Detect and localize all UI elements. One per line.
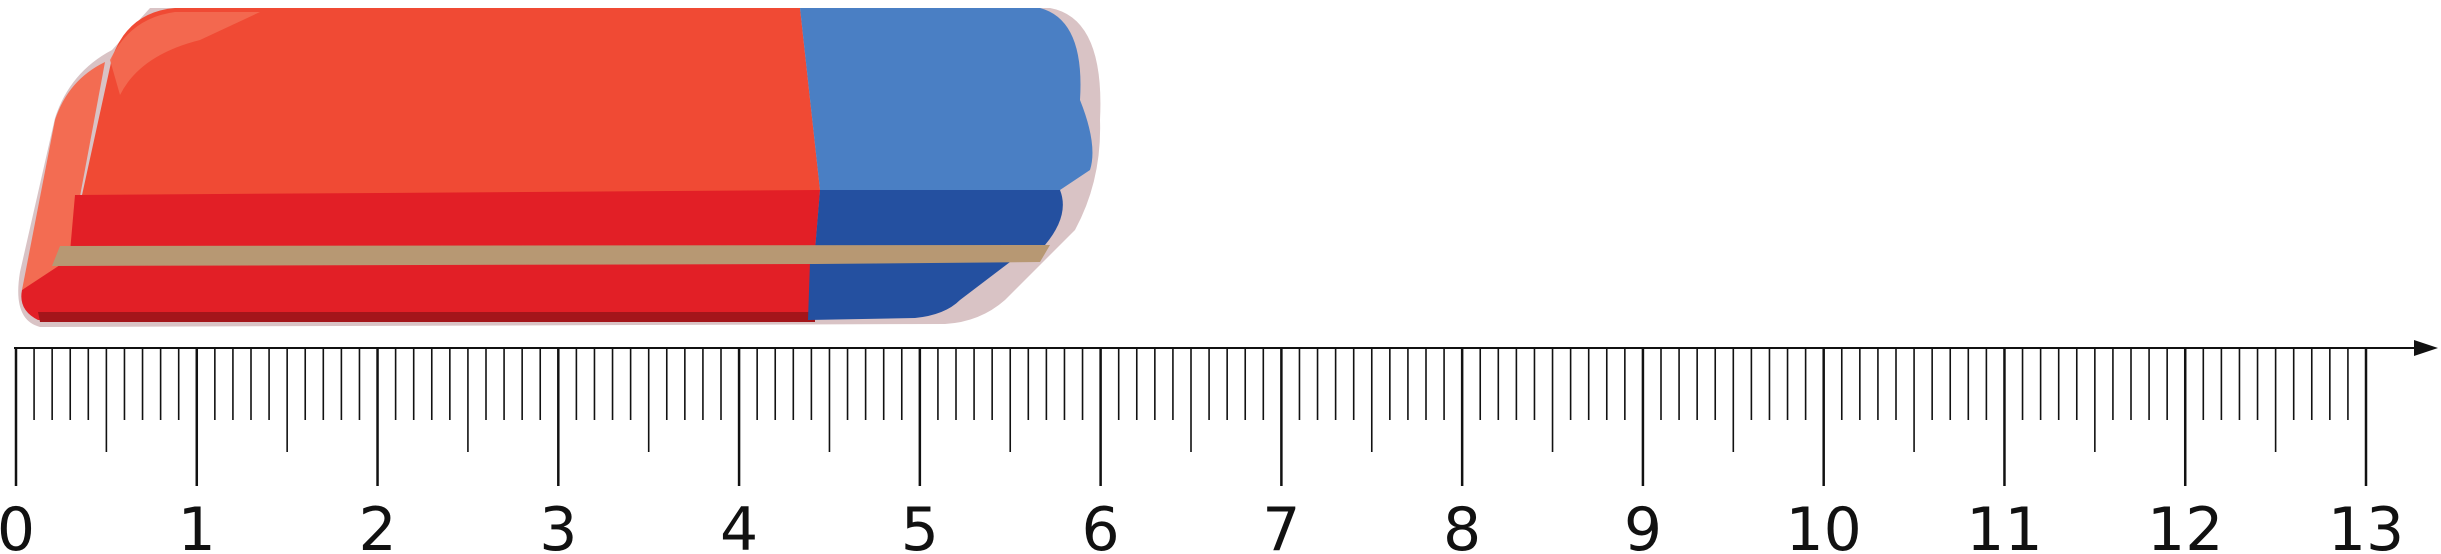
ruler-tick-label: 9 (1624, 495, 1662, 554)
ruler-tick-label: 8 (1443, 495, 1481, 554)
ruler-ticks (14, 348, 2368, 486)
eraser-red-side (21, 262, 816, 320)
eraser-red-front (70, 190, 820, 252)
eraser-red-highlight (110, 12, 260, 95)
eraser-blue-top (800, 8, 1093, 190)
eraser-blue-front (815, 190, 1063, 250)
ruler-tick-label: 1 (178, 495, 216, 554)
ruler-tick-label: 2 (358, 495, 396, 554)
ruler-tick-labels: 0 1 2 3 4 5 6 7 8 9 10 11 12 13 (0, 495, 2404, 554)
ruler: 0 1 2 3 4 5 6 7 8 9 10 11 12 13 (0, 340, 2438, 554)
ruler-tick-label: 6 (1082, 495, 1120, 554)
eraser-red-bevel (22, 62, 105, 290)
ruler-tick-label: 10 (1786, 495, 1862, 554)
ruler-tick-label: 11 (1966, 495, 2042, 554)
eraser-band (52, 245, 1050, 266)
eraser-red-top (70, 8, 820, 250)
ruler-tick-label: 13 (2328, 495, 2404, 554)
ruler-tick-label: 5 (901, 495, 939, 554)
ruler-tick-label: 4 (720, 495, 758, 554)
ruler-tick-label: 0 (0, 495, 35, 554)
eraser-blue-side (808, 262, 1010, 320)
eraser-red-bottom-edge (38, 312, 815, 322)
eraser (18, 8, 1101, 327)
ruler-tick-label: 7 (1262, 495, 1300, 554)
ruler-axis-arrowhead (2414, 340, 2438, 356)
ruler-tick-label: 12 (2147, 495, 2223, 554)
ruler-tick-label: 3 (539, 495, 577, 554)
